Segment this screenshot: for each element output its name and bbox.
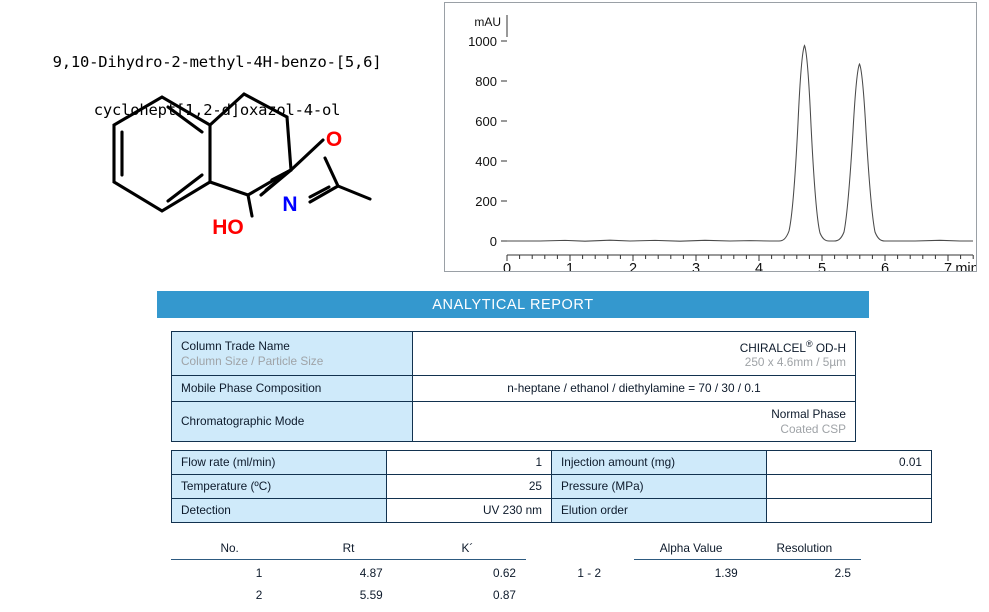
spec-label-cell: Mobile Phase Composition xyxy=(171,375,413,402)
y-axis-tick-labels: 1000 800 600 400 200 0 xyxy=(468,34,497,249)
spec-label-cell: Column Trade Name Column Size / Particle… xyxy=(171,331,413,376)
param-label-cell: Injection amount (mg) xyxy=(551,450,767,475)
param-value-cell: UV 230 nm xyxy=(386,498,552,523)
x-tick-label: 3 xyxy=(692,261,700,271)
chromatogram-trace xyxy=(507,44,973,242)
spec-label-cell: Chromatographic Mode xyxy=(171,401,413,442)
spec-value-tail: OD-H xyxy=(812,340,846,355)
resolution-value: 2.5 xyxy=(834,566,851,580)
peak-no: 2 xyxy=(255,588,263,602)
peak-no: 1 xyxy=(255,566,263,580)
table-row: Chromatographic Mode Normal Phase Coated… xyxy=(171,401,856,442)
spec-value: n-heptane / ethanol / diethylamine = 70 … xyxy=(507,381,761,396)
y-tick-label: 800 xyxy=(475,74,497,89)
spec-value-sub: 250 x 4.6mm / 5µm xyxy=(744,355,846,370)
column-header-k: K´ xyxy=(408,540,526,560)
column-header-alpha: Alpha Value xyxy=(634,540,748,560)
compound-name-line-2: cyclohept[1,2-d]oxazol-4-ol xyxy=(93,101,341,119)
spec-label: Mobile Phase Composition xyxy=(181,381,322,396)
structure-svg: O N HO xyxy=(112,92,372,239)
column-spec-table: Column Trade Name Column Size / Particle… xyxy=(171,331,856,442)
x-axis-unit-label: min xyxy=(955,261,976,271)
alpha-resolution-table: Alpha Value Resolution 1 - 2 1.39 2.5 xyxy=(544,540,861,582)
alpha-value: 1.39 xyxy=(714,566,738,580)
x-tick-label: 6 xyxy=(881,261,889,271)
x-tick-label: 0 xyxy=(503,261,511,271)
peak-results-table: No. Rt K´ 1 4.87 0.62 2 5.59 0.87 xyxy=(171,540,526,604)
column-header-pair xyxy=(544,540,634,560)
y-tick-label: 400 xyxy=(475,154,497,169)
table-row: Detection UV 230 nm Elution order xyxy=(171,498,932,523)
peak-k: 0.62 xyxy=(493,566,516,580)
spec-label: Column Trade Name xyxy=(181,339,290,353)
x-tick-label: 1 xyxy=(566,261,574,271)
spec-value-cell: CHIRALCEL® OD-H 250 x 4.6mm / 5µm xyxy=(412,331,856,376)
param-label-cell: Elution order xyxy=(551,498,767,523)
compound-name-line-1: 9,10-Dihydro-2-methyl-4H-benzo-[5,6] xyxy=(52,53,382,71)
param-label-cell: Pressure (MPa) xyxy=(551,474,767,499)
table-header-row: Alpha Value Resolution xyxy=(544,540,861,560)
alpha-resolution-table-wrap: Alpha Value Resolution 1 - 2 1.39 2.5 xyxy=(544,540,861,582)
x-axis-tick-labels: 0 1 2 3 4 5 6 7 xyxy=(503,261,952,271)
spec-label: Chromatographic Mode xyxy=(181,414,305,429)
peak-k: 0.87 xyxy=(493,588,516,602)
spec-label-sub: Column Size / Particle Size xyxy=(181,353,324,368)
param-label-cell: Detection xyxy=(171,498,387,523)
column-header-resolution: Resolution xyxy=(747,540,861,560)
param-label-cell: Flow rate (ml/min) xyxy=(171,450,387,475)
column-header-no: No. xyxy=(171,540,289,560)
table-row: 1 - 2 1.39 2.5 xyxy=(544,560,861,583)
y-axis-ticks xyxy=(501,40,507,242)
spec-value: Normal Phase xyxy=(771,407,846,421)
chromatogram-svg: 1000 800 600 400 200 0 mAU xyxy=(468,15,976,271)
table-header-row: No. Rt K´ xyxy=(171,540,526,560)
column-header-rt: Rt xyxy=(288,540,409,560)
x-axis-minor-ticks xyxy=(506,255,974,261)
x-tick-label: 5 xyxy=(818,261,826,271)
table-row: Flow rate (ml/min) 1 Injection amount (m… xyxy=(171,450,932,475)
spec-value: CHIRALCEL® OD-H xyxy=(422,337,846,355)
chromatogram-panel: 1000 800 600 400 200 0 mAU xyxy=(444,2,977,272)
y-tick-label: 200 xyxy=(475,194,497,209)
param-value-cell xyxy=(766,498,932,523)
param-value-cell: 25 xyxy=(386,474,552,499)
chemical-structure-diagram: O N HO xyxy=(86,82,406,252)
peak-rt: 4.87 xyxy=(359,566,383,580)
x-tick-label: 2 xyxy=(629,261,637,271)
spec-value-cell: n-heptane / ethanol / diethylamine = 70 … xyxy=(412,375,856,402)
y-tick-label: 600 xyxy=(475,114,497,129)
param-value-cell: 1 xyxy=(386,450,552,475)
chromatogram-plot: 1000 800 600 400 200 0 mAU xyxy=(445,3,976,271)
spec-value-sub: Coated CSP xyxy=(780,421,846,436)
y-tick-label: 0 xyxy=(490,234,497,249)
nitrogen-atom-label: N xyxy=(282,193,297,216)
method-parameters-table: Flow rate (ml/min) 1 Injection amount (m… xyxy=(171,450,932,523)
registered-trademark-icon: ® xyxy=(805,339,813,350)
report-header-bar: ANALYTICAL REPORT xyxy=(157,291,869,318)
peak-results-table-wrap: No. Rt K´ 1 4.87 0.62 2 5.59 0.87 xyxy=(171,540,526,604)
x-tick-label: 4 xyxy=(755,261,763,271)
page-title: ANALYTICAL REPORT xyxy=(432,296,594,313)
oxygen-atom-label: O xyxy=(326,128,342,151)
peak-rt: 5.59 xyxy=(359,588,383,602)
table-row: Column Trade Name Column Size / Particle… xyxy=(171,331,856,376)
table-row: 1 4.87 0.62 xyxy=(171,560,526,583)
compound-name: 9,10-Dihydro-2-methyl-4H-benzo-[5,6] cyc… xyxy=(0,26,434,146)
table-row: Temperature (ºC) 25 Pressure (MPa) xyxy=(171,474,932,499)
x-tick-label: 7 xyxy=(944,261,952,271)
y-axis-unit-label: mAU xyxy=(474,15,501,29)
hydroxyl-group-label: HO xyxy=(212,216,244,239)
param-value-cell: 0.01 xyxy=(766,450,932,475)
pair-label: 1 - 2 xyxy=(577,565,602,580)
table-row: Mobile Phase Composition n-heptane / eth… xyxy=(171,375,856,402)
y-tick-label: 1000 xyxy=(468,34,497,49)
param-value-cell xyxy=(766,474,932,499)
param-label-cell: Temperature (ºC) xyxy=(171,474,387,499)
spec-value-cell: Normal Phase Coated CSP xyxy=(412,401,856,442)
spec-value-main: CHIRALCEL xyxy=(739,340,806,355)
table-row: 2 5.59 0.87 xyxy=(171,582,526,604)
